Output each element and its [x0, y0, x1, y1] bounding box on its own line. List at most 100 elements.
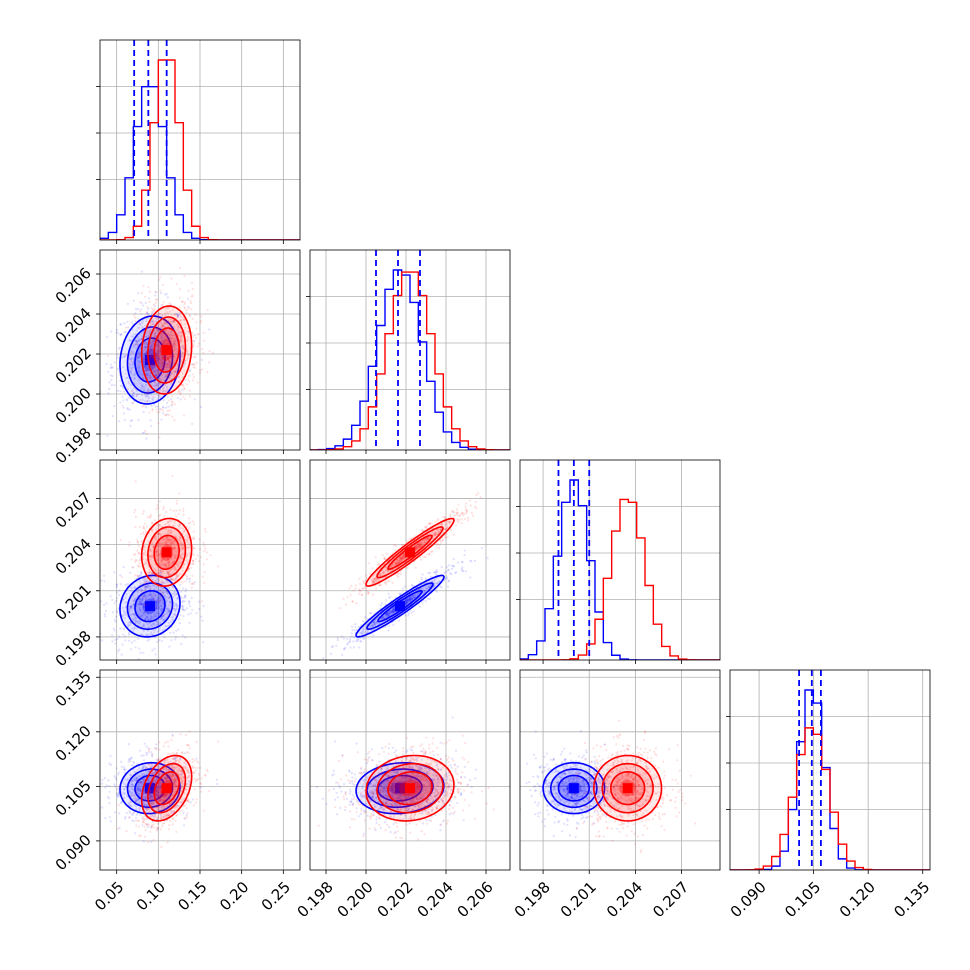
sample-point — [371, 625, 374, 628]
sample-point — [145, 406, 148, 409]
sample-point — [145, 579, 148, 583]
sample-point — [130, 607, 133, 611]
sample-point — [375, 621, 378, 624]
sample-point — [393, 606, 396, 610]
sample-point — [190, 302, 193, 305]
sample-point — [480, 547, 483, 550]
sample-point — [181, 634, 184, 637]
sample-point — [130, 373, 133, 376]
sample-point — [157, 314, 160, 317]
sample-point — [427, 586, 430, 589]
sample-point — [447, 579, 451, 582]
sample-point — [374, 619, 377, 623]
sample-point — [389, 595, 392, 598]
sample-point — [475, 507, 478, 510]
sample-point — [162, 505, 165, 508]
sample-point — [169, 357, 173, 360]
sample-point — [400, 556, 403, 559]
sample-point — [130, 360, 133, 363]
sample-point — [156, 349, 159, 353]
sample-point — [173, 756, 176, 760]
sample-point — [175, 603, 178, 607]
sample-point — [354, 622, 357, 626]
sample-point — [168, 564, 171, 567]
sample-point — [143, 613, 146, 616]
sample-point — [416, 543, 419, 546]
sample-point — [133, 614, 136, 617]
sample-point — [348, 587, 351, 590]
sample-point — [151, 622, 154, 625]
sample-point — [166, 538, 169, 542]
sample-point — [158, 772, 161, 775]
sample-point — [146, 312, 149, 315]
sample-point — [154, 366, 157, 369]
sample-point — [170, 362, 173, 365]
sample-point — [464, 508, 467, 511]
sample-point — [149, 355, 153, 358]
sample-point — [132, 613, 135, 616]
sample-point — [140, 541, 143, 544]
sample-point — [151, 340, 154, 343]
sample-point — [136, 590, 139, 594]
sample-point — [192, 583, 195, 586]
sample-point — [164, 541, 167, 544]
sample-point — [146, 394, 149, 397]
sample-point — [142, 630, 145, 633]
sample-point — [416, 542, 419, 546]
sample-point — [449, 521, 452, 524]
sample-point — [167, 360, 170, 364]
sample-point — [136, 577, 139, 580]
sample-point — [428, 553, 431, 556]
sample-point — [166, 396, 169, 399]
sample-point — [417, 546, 420, 549]
sample-point — [361, 620, 364, 623]
sample-point — [411, 597, 414, 600]
sample-point — [428, 585, 431, 588]
sample-point — [144, 558, 148, 561]
peak-marker-series-1 — [161, 345, 172, 355]
sample-point — [180, 323, 184, 326]
sample-point — [195, 327, 198, 330]
sample-point — [168, 559, 171, 562]
sample-point — [183, 752, 186, 755]
sample-point — [164, 542, 167, 545]
sample-point — [169, 760, 172, 763]
sample-point — [171, 395, 174, 398]
sample-point — [195, 336, 198, 340]
sample-point — [161, 806, 164, 809]
sample-point — [167, 405, 170, 408]
sample-point — [393, 544, 396, 547]
sample-point — [449, 513, 452, 516]
sample-point — [175, 323, 178, 326]
sample-point — [164, 625, 167, 628]
sample-point — [144, 360, 147, 363]
sample-point — [149, 826, 152, 829]
sample-point — [122, 609, 125, 613]
sample-point — [157, 351, 160, 354]
sample-point — [146, 586, 149, 589]
sample-point — [163, 322, 166, 325]
sample-point — [166, 591, 169, 595]
sample-point — [138, 601, 141, 604]
sample-point — [156, 759, 160, 762]
sample-point — [162, 391, 165, 394]
sample-point — [190, 566, 193, 569]
sample-point — [177, 313, 180, 316]
sample-point — [176, 347, 179, 350]
sample-point — [158, 518, 161, 521]
sample-point — [151, 572, 154, 575]
sample-point — [186, 336, 189, 339]
sample-point — [446, 525, 449, 529]
sample-point — [462, 570, 465, 573]
sample-point — [169, 573, 172, 576]
sample-point — [149, 374, 152, 377]
sample-point — [157, 358, 160, 361]
sample-point — [107, 370, 110, 373]
sample-point — [146, 616, 149, 619]
sample-point — [159, 599, 162, 602]
sample-point — [104, 817, 107, 820]
sample-point — [161, 591, 164, 594]
sample-point — [382, 616, 385, 619]
sample-point — [431, 579, 434, 582]
sample-point — [373, 621, 376, 625]
